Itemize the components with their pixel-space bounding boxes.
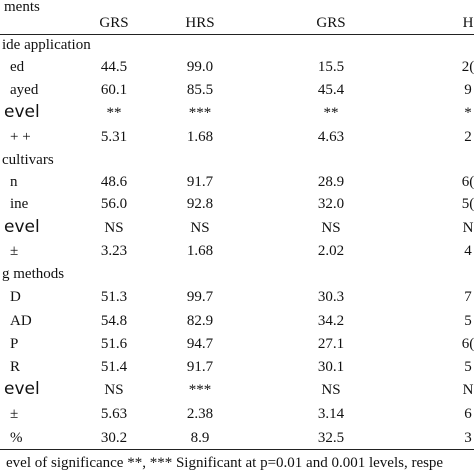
cell: NS: [104, 382, 124, 398]
cell: 92.8: [186, 196, 214, 212]
cell: 7: [464, 289, 472, 305]
cell: 6(: [461, 336, 474, 352]
cell: 5: [464, 359, 472, 375]
cell: 3.14: [317, 406, 345, 422]
column-header: H: [462, 15, 474, 31]
cell: 51.3: [100, 289, 128, 305]
section-label: cultivars: [2, 152, 54, 168]
cell: 56.0: [100, 196, 128, 212]
cell: 82.9: [186, 313, 214, 329]
row-label: + +: [10, 129, 31, 145]
cell: 2: [464, 129, 472, 145]
row-label: evel: [4, 379, 40, 399]
cell: 6: [464, 406, 472, 422]
cell: 99.7: [186, 289, 214, 305]
cell: 60.1: [100, 82, 128, 98]
cell: 28.9: [317, 174, 345, 190]
cell: 54.8: [100, 313, 128, 329]
cell: 3.23: [100, 243, 128, 259]
cell: 5: [464, 313, 472, 329]
row-label: P: [10, 336, 19, 352]
cell: 5.31: [100, 129, 128, 145]
section-label: g methods: [2, 266, 65, 282]
cell: 2.38: [186, 406, 214, 422]
row-label: evel: [4, 217, 40, 237]
cell: 30.3: [317, 289, 345, 305]
cell: 9: [464, 82, 472, 98]
cell: 6(: [461, 174, 474, 190]
row-label: ine: [10, 196, 29, 212]
cell: **: [323, 105, 339, 121]
cell: 85.5: [186, 82, 214, 98]
cell: N: [462, 220, 474, 236]
cell: 34.2: [317, 313, 345, 329]
cell: NS: [190, 220, 210, 236]
cell: ***: [188, 382, 212, 398]
cell: 99.0: [186, 59, 214, 75]
row-label: ±: [10, 243, 19, 259]
cell: 8.9: [190, 430, 210, 446]
cell: 30.1: [317, 359, 345, 375]
cell: 44.5: [100, 59, 128, 75]
cell: 5.63: [100, 406, 128, 422]
cell: **: [106, 105, 122, 121]
cell: N: [462, 382, 474, 398]
cell: 45.4: [317, 82, 345, 98]
header-rule: [0, 34, 474, 35]
cell: 51.6: [100, 336, 128, 352]
cell: 3: [464, 430, 472, 446]
section-label: ide application: [2, 37, 91, 53]
row-label: AD: [10, 313, 32, 329]
cell: 15.5: [317, 59, 345, 75]
row-label: n: [10, 174, 18, 190]
row-label: evel: [4, 102, 40, 122]
bottom-rule: [0, 449, 474, 450]
cell: 1.68: [186, 243, 214, 259]
cell: 2.02: [317, 243, 345, 259]
cell: 4: [464, 243, 472, 259]
row-label: ayed: [10, 82, 39, 98]
row-label: %: [10, 430, 23, 446]
row-label: ±: [10, 406, 19, 422]
cell: 51.4: [100, 359, 128, 375]
cell: 48.6: [100, 174, 128, 190]
column-header: GRS: [316, 15, 346, 31]
cell: 27.1: [317, 336, 345, 352]
cell: 30.2: [100, 430, 128, 446]
row-label: D: [10, 289, 21, 305]
cell: 5(: [461, 196, 474, 212]
column-header: GRS: [99, 15, 129, 31]
cell: 1.68: [186, 129, 214, 145]
cell: NS: [321, 220, 341, 236]
cell: 91.7: [186, 359, 214, 375]
row-label: ed: [10, 59, 25, 75]
cell: 2(: [461, 59, 474, 75]
footnote: evel of significance **, *** Significant…: [6, 455, 444, 471]
cell: 32.5: [317, 430, 345, 446]
cell: 32.0: [317, 196, 345, 212]
column-header: HRS: [185, 15, 215, 31]
cell: NS: [104, 220, 124, 236]
row-label: R: [10, 359, 21, 375]
table-title: ments: [4, 0, 40, 15]
cell: 91.7: [186, 174, 214, 190]
cell: 94.7: [186, 336, 214, 352]
cell: *: [464, 105, 472, 121]
cell: 4.63: [317, 129, 345, 145]
cell: NS: [321, 382, 341, 398]
cell: ***: [188, 105, 212, 121]
